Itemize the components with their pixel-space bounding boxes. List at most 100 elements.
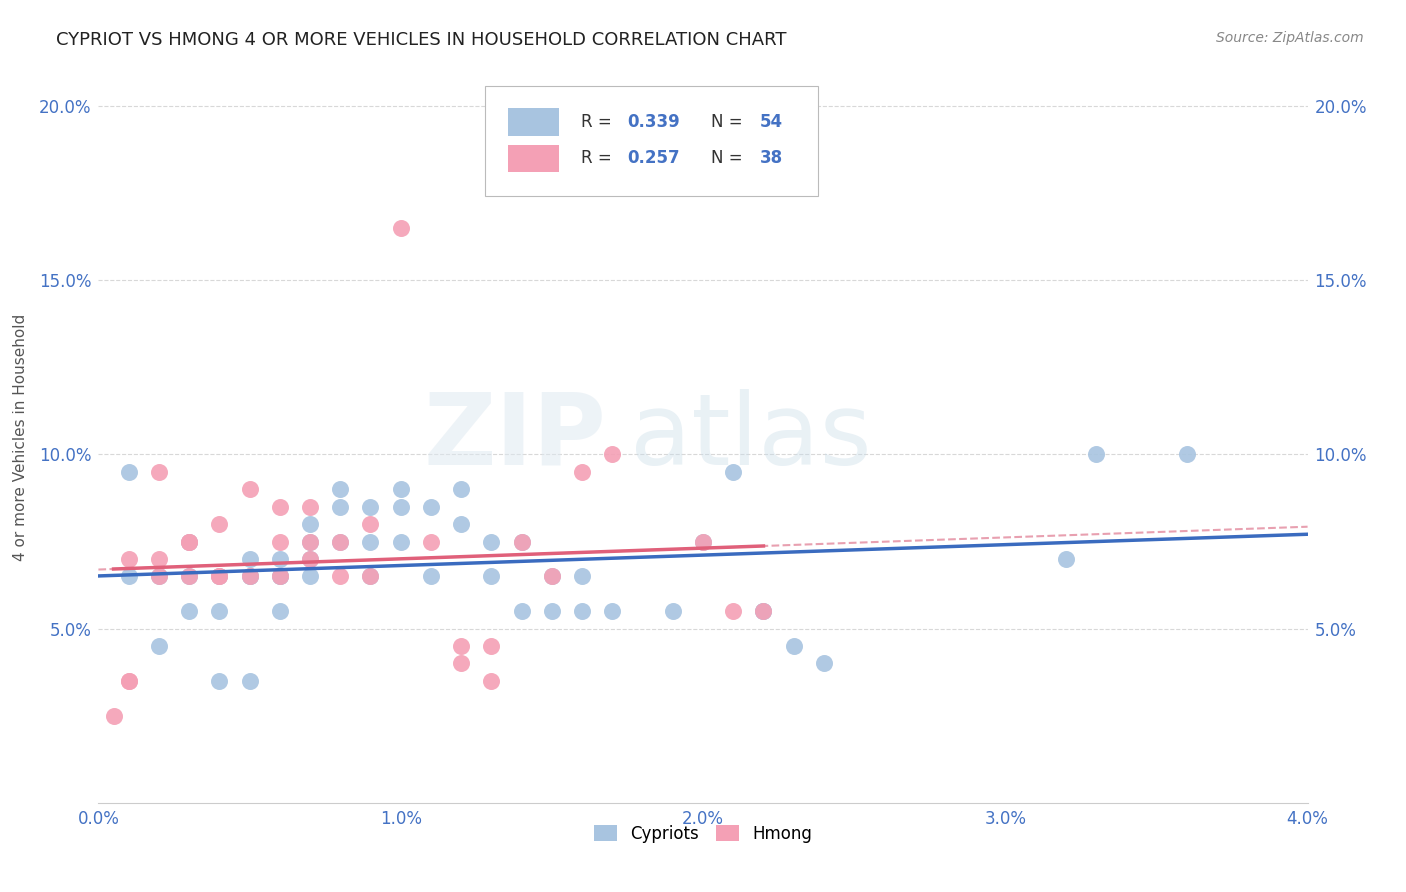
Point [329,483,352,497]
FancyBboxPatch shape [485,86,818,195]
Point [540,569,562,583]
Legend: Cypriots, Hmong: Cypriots, Hmong [588,818,818,849]
Point [239,569,262,583]
Point [602,448,624,462]
Text: CYPRIOT VS HMONG 4 OR MORE VEHICLES IN HOUSEHOLD CORRELATION CHART: CYPRIOT VS HMONG 4 OR MORE VEHICLES IN H… [56,31,787,49]
Text: N =: N = [711,112,748,131]
Point [208,517,231,532]
Text: N =: N = [711,149,748,168]
Point [389,534,412,549]
Point [481,534,503,549]
Point [481,639,503,653]
Point [752,604,775,618]
Point [118,552,141,566]
Point [118,569,141,583]
Point [450,517,472,532]
Point [103,708,125,723]
Text: atlas: atlas [630,389,872,485]
Point [329,534,352,549]
Point [571,465,593,479]
Point [239,673,262,688]
Text: 0.339: 0.339 [627,112,679,131]
Point [752,604,775,618]
Point [450,657,472,671]
Point [571,569,593,583]
Point [510,534,533,549]
Text: 38: 38 [759,149,783,168]
Point [661,604,683,618]
Point [239,552,262,566]
Point [420,569,443,583]
Point [179,569,201,583]
Bar [509,145,560,172]
Point [540,604,562,618]
Point [420,534,443,549]
Point [360,534,382,549]
Point [510,604,533,618]
Point [299,569,322,583]
Point [813,657,835,671]
Point [481,673,503,688]
Point [118,673,141,688]
Point [299,534,322,549]
Point [389,221,412,235]
Point [329,569,352,583]
Point [118,673,141,688]
Point [148,569,170,583]
Point [540,569,562,583]
Point [329,534,352,549]
Point [148,465,170,479]
Bar [509,108,560,136]
Point [208,569,231,583]
Point [208,673,231,688]
Point [118,465,141,479]
Point [360,500,382,514]
Point [299,500,322,514]
Point [269,569,291,583]
Point [299,517,322,532]
Point [179,534,201,549]
Text: R =: R = [581,112,617,131]
Point [239,569,262,583]
Point [360,569,382,583]
Point [179,604,201,618]
Point [752,604,775,618]
Point [269,569,291,583]
Point [269,604,291,618]
Point [299,534,322,549]
Point [571,604,593,618]
Point [179,569,201,583]
Point [179,534,201,549]
Text: 0.257: 0.257 [627,149,679,168]
Point [692,534,714,549]
Point [1175,448,1198,462]
Point [389,483,412,497]
Text: Source: ZipAtlas.com: Source: ZipAtlas.com [1216,31,1364,45]
Point [450,639,472,653]
Point [208,604,231,618]
Point [179,534,201,549]
Point [420,500,443,514]
Point [148,552,170,566]
Point [602,604,624,618]
Point [148,639,170,653]
Point [389,500,412,514]
Text: 54: 54 [759,112,783,131]
Point [360,517,382,532]
Point [269,552,291,566]
Point [510,534,533,549]
Point [1054,552,1077,566]
Point [269,569,291,583]
Point [481,569,503,583]
Point [208,569,231,583]
Point [450,483,472,497]
Point [239,569,262,583]
Point [723,604,745,618]
Point [1085,448,1108,462]
Text: R =: R = [581,149,617,168]
Point [692,534,714,549]
Point [208,569,231,583]
Point [723,465,745,479]
Point [269,534,291,549]
Point [783,639,806,653]
